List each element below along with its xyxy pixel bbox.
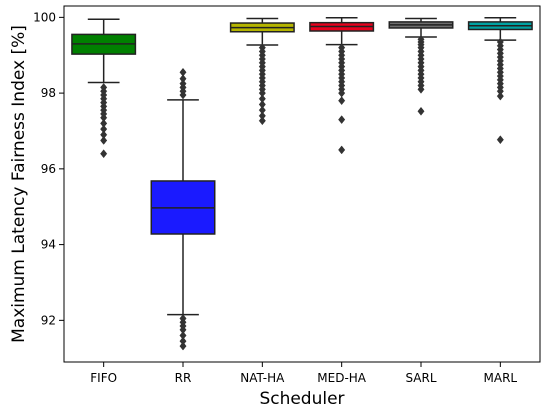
y-tick-label: 100 bbox=[33, 10, 56, 24]
x-axis-label: Scheduler bbox=[259, 389, 344, 409]
x-tick-label: RR bbox=[175, 371, 192, 385]
outlier-point bbox=[417, 106, 425, 116]
x-tick-label: SARL bbox=[405, 371, 436, 385]
outlier-point bbox=[338, 115, 346, 125]
plot-area bbox=[63, 5, 541, 363]
outlier-point bbox=[179, 90, 187, 100]
x-tick-label: MED-HA bbox=[317, 371, 367, 385]
outlier-point bbox=[496, 135, 504, 145]
outlier-point bbox=[258, 116, 266, 126]
x-tick-label: MARL bbox=[484, 371, 518, 385]
box-fifo bbox=[71, 18, 137, 159]
plot-frame bbox=[63, 5, 541, 363]
y-axis: 92 94 96 98 100 bbox=[33, 10, 64, 327]
box-sarl bbox=[388, 17, 454, 116]
y-tick-label: 92 bbox=[41, 313, 56, 327]
y-tick-label: 94 bbox=[41, 238, 56, 252]
outlier-point bbox=[496, 91, 504, 101]
y-tick-label: 98 bbox=[41, 86, 56, 100]
x-tick-label: NAT-HA bbox=[240, 371, 285, 385]
outlier-point bbox=[338, 145, 346, 155]
x-axis: FIFO RR NAT-HA MED-HA SARL MARL bbox=[90, 362, 517, 385]
x-tick-label: FIFO bbox=[90, 371, 117, 385]
box-marl bbox=[467, 16, 533, 145]
box-rr bbox=[150, 67, 216, 351]
box-nat-ha bbox=[229, 17, 295, 126]
outlier-point bbox=[338, 96, 346, 106]
y-tick-label: 96 bbox=[41, 162, 56, 176]
outlier-point bbox=[179, 341, 187, 351]
outlier-point bbox=[100, 136, 108, 145]
box-med-ha bbox=[309, 16, 375, 155]
outlier-point bbox=[417, 84, 425, 94]
outlier-point bbox=[100, 149, 108, 159]
y-axis-label: Maximum Latency Fairness Index [%] bbox=[9, 25, 29, 343]
